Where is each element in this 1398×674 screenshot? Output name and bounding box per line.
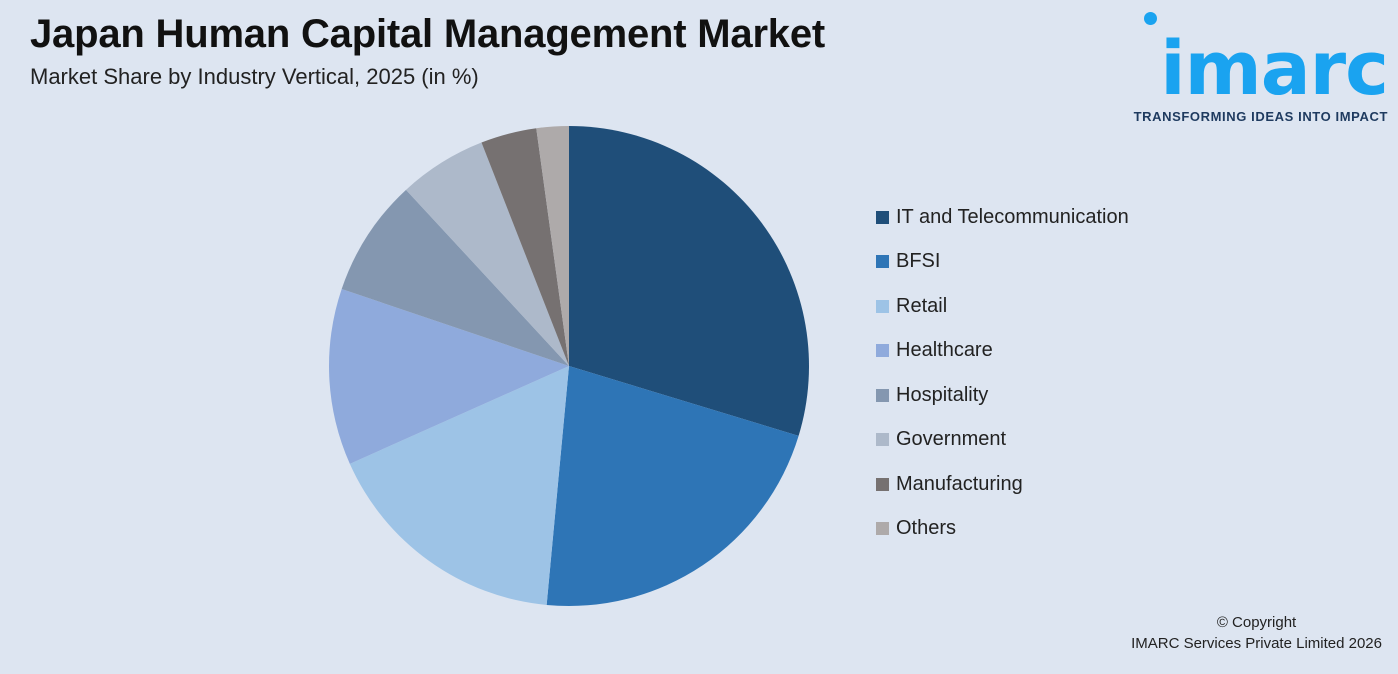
legend-swatch: [876, 477, 889, 491]
legend-swatch: [876, 388, 889, 402]
legend-swatch: [876, 522, 889, 536]
legend-item: Government: [876, 418, 1129, 463]
legend-label: IT and Telecommunication: [896, 205, 1129, 228]
legend-swatch: [876, 210, 889, 224]
legend-item: Manufacturing: [876, 462, 1129, 507]
pie-slice-others: [536, 126, 569, 366]
legend-label: Hospitality: [896, 383, 989, 406]
legend-item: Retail: [876, 284, 1129, 329]
legend-item: Hospitality: [876, 373, 1129, 418]
logo-wordmark: imarc: [1160, 26, 1389, 112]
logo-tagline: TRANSFORMING IDEAS INTO IMPACT: [1133, 109, 1388, 124]
chart-legend: IT and Telecommunication BFSI Retail Health…: [876, 195, 1129, 551]
pie-slice-government: [406, 142, 569, 366]
legend-label: Government: [896, 428, 1007, 451]
pie-slice-healthcare: [329, 289, 569, 464]
copyright-line2: IMARC Services Private Limited 2026: [1131, 635, 1382, 652]
chart-title: Japan Human Capital Management Market: [30, 12, 826, 56]
pie-slice-hospitality: [341, 189, 569, 366]
legend-item: Others: [876, 507, 1129, 552]
copyright-line1: © Copyright: [1216, 614, 1297, 631]
legend-swatch: [876, 344, 889, 358]
legend-swatch: [876, 255, 889, 269]
chart-subtitle: Market Share by Industry Vertical, 2025 …: [30, 64, 479, 89]
pie-slice-manufacturing: [481, 128, 569, 366]
legend-label: Retail: [896, 294, 948, 317]
pie-slice-bfsi: [546, 366, 799, 607]
legend-item: IT and Telecommunication: [876, 195, 1129, 240]
legend-swatch: [876, 299, 889, 313]
legend-item: Healthcare: [876, 329, 1129, 374]
logo-dot-icon: [1144, 12, 1157, 25]
pie-slice-retail: [349, 366, 569, 605]
pie-slice-it-and-telecommunication: [569, 126, 809, 436]
copyright-notice: © Copyright IMARC Services Private Limit…: [1131, 612, 1382, 654]
legend-swatch: [876, 433, 889, 447]
legend-label: Healthcare: [896, 339, 993, 362]
imarc-logo: imarc TRANSFORMING IDEAS INTO IMPACT: [1118, 10, 1389, 125]
legend-label: Others: [896, 517, 957, 540]
legend-label: Manufacturing: [896, 472, 1023, 495]
legend-label: BFSI: [896, 250, 941, 273]
legend-item: BFSI: [876, 240, 1129, 285]
